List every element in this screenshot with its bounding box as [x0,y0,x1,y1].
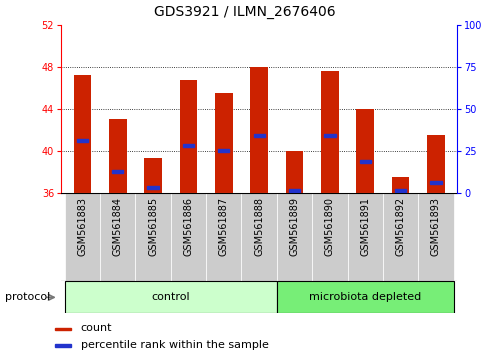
Bar [144,158,162,193]
Text: protocol: protocol [5,292,50,302]
Bar [276,281,453,313]
Bar [285,151,303,193]
Bar [215,93,232,193]
Text: GSM561886: GSM561886 [183,198,193,256]
Bar [77,139,88,142]
Bar [347,193,382,281]
Text: GSM561892: GSM561892 [395,198,405,257]
Bar [55,328,71,330]
Bar [218,149,229,152]
Bar [276,193,311,281]
Text: GSM561891: GSM561891 [360,198,369,256]
Text: GSM561890: GSM561890 [324,198,334,256]
Bar [55,344,71,347]
Bar [170,193,206,281]
Bar [64,193,100,281]
Bar [109,119,126,193]
Bar [324,134,335,137]
Bar [427,135,444,193]
Bar [73,75,91,193]
Bar [417,193,453,281]
Text: percentile rank within the sample: percentile rank within the sample [81,339,268,350]
Text: GSM561883: GSM561883 [77,198,87,256]
Bar [112,170,123,173]
Bar [64,281,276,313]
Text: control: control [151,292,190,302]
Bar [382,193,417,281]
Bar [250,67,267,193]
Text: GSM561884: GSM561884 [112,198,122,256]
Bar [179,80,197,193]
Bar [356,109,373,193]
Bar [183,144,194,147]
Text: GDS3921 / ILMN_2676406: GDS3921 / ILMN_2676406 [153,5,335,19]
Text: GSM561887: GSM561887 [218,198,228,257]
Text: GSM561888: GSM561888 [254,198,264,256]
Bar [394,189,406,192]
Text: microbiota depleted: microbiota depleted [308,292,421,302]
Text: GSM561889: GSM561889 [289,198,299,256]
Bar [100,193,135,281]
Bar [321,71,338,193]
Bar [429,181,441,184]
Bar [147,186,159,189]
Bar [359,160,370,163]
Bar [241,193,276,281]
Bar [253,134,264,137]
Text: GSM561885: GSM561885 [148,198,158,257]
Bar [135,193,170,281]
Text: count: count [81,323,112,333]
Bar [206,193,241,281]
Bar [311,193,347,281]
Text: GSM561893: GSM561893 [430,198,440,256]
Bar [288,189,300,192]
Bar [391,177,408,193]
